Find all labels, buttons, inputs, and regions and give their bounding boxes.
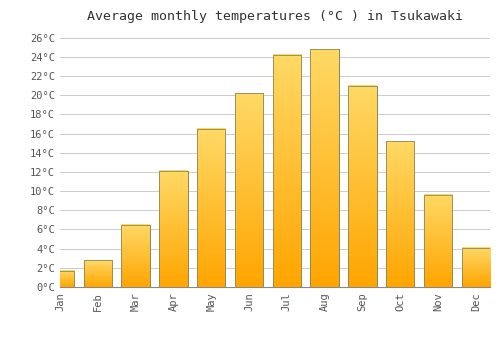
Bar <box>122 225 150 287</box>
Bar <box>84 260 112 287</box>
Bar <box>462 248 490 287</box>
Bar <box>348 85 376 287</box>
Bar <box>386 141 414 287</box>
Bar <box>272 55 301 287</box>
Bar <box>46 271 74 287</box>
Bar <box>310 49 339 287</box>
Bar <box>462 248 490 287</box>
Bar <box>122 225 150 287</box>
Bar <box>235 93 263 287</box>
Bar <box>197 129 226 287</box>
Bar <box>310 49 339 287</box>
Bar <box>348 85 376 287</box>
Bar <box>84 260 112 287</box>
Bar <box>424 195 452 287</box>
Bar <box>197 129 226 287</box>
Bar <box>235 93 263 287</box>
Bar <box>46 271 74 287</box>
Title: Average monthly temperatures (°C ) in Tsukawaki: Average monthly temperatures (°C ) in Ts… <box>87 10 463 23</box>
Bar <box>386 141 414 287</box>
Bar <box>159 171 188 287</box>
Bar <box>159 171 188 287</box>
Bar <box>424 195 452 287</box>
Bar <box>272 55 301 287</box>
